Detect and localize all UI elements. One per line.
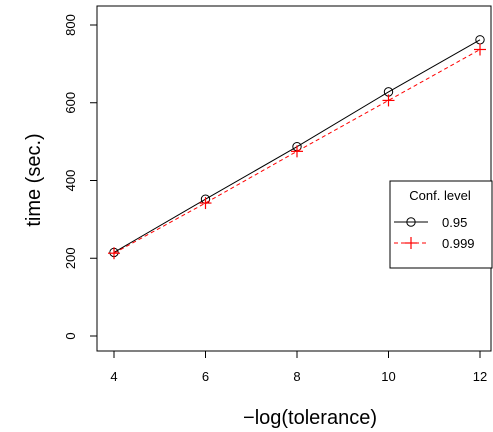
- data-point-0.999-10: [382, 94, 395, 107]
- y-tick-label: 200: [63, 247, 78, 269]
- x-tick-label: 10: [381, 369, 395, 384]
- y-axis-title: time (sec.): [23, 133, 45, 226]
- legend-title: Conf. level: [409, 188, 471, 203]
- legend-label-0.95: 0.95: [442, 215, 467, 230]
- data-point-0.999-8: [291, 145, 303, 158]
- series-layer: [108, 35, 486, 260]
- legend-box: [389, 180, 493, 269]
- data-point-0.999-6: [199, 197, 212, 210]
- y-tick-label: 800: [63, 14, 78, 36]
- legend: Conf. level 0.95 0.999: [389, 180, 493, 269]
- x-tick-label: 8: [293, 369, 300, 384]
- data-point-0.999-4: [108, 247, 120, 260]
- y-tick-label: 0: [63, 332, 78, 339]
- y-tick-label: 400: [63, 170, 78, 192]
- x-tick-label: 12: [473, 369, 487, 384]
- x-tick-label: 4: [110, 369, 117, 384]
- legend-marker-0.95: [406, 217, 416, 227]
- data-point-0.95-12: [475, 35, 485, 45]
- y-tick-label: 600: [63, 92, 78, 114]
- plot-box: [96, 5, 492, 352]
- legend-label-0.999: 0.999: [442, 236, 475, 251]
- x-tick-label: 6: [202, 369, 209, 384]
- data-point-0.999-12: [474, 43, 486, 56]
- x-axis-title: −log(tolerance): [243, 407, 377, 429]
- axes: 4 6 8 10 12 0 200 400 600 800: [63, 14, 487, 384]
